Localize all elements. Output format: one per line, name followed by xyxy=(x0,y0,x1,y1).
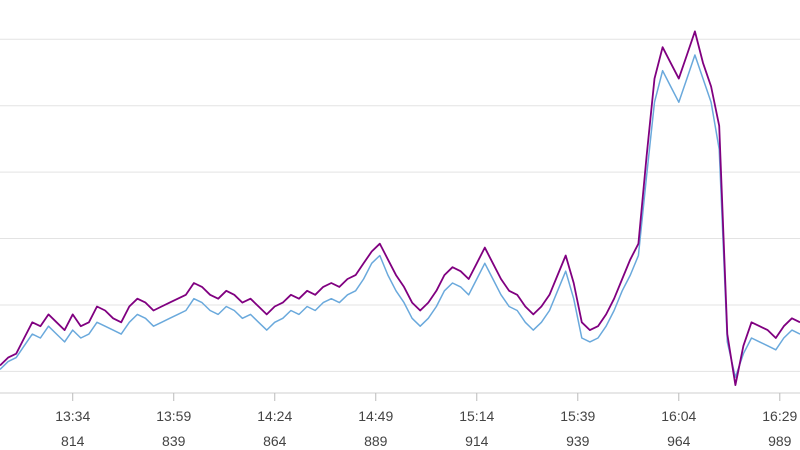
x-tick-time-label: 14:49 xyxy=(358,408,393,424)
series-lines xyxy=(0,30,800,387)
x-tick-time-label: 16:29 xyxy=(762,408,797,424)
x-tick-time-label: 16:04 xyxy=(661,408,696,424)
x-tick-number-label: 989 xyxy=(768,433,792,449)
x-tick-number-label: 839 xyxy=(162,433,186,449)
x-tick-number-label: 864 xyxy=(263,433,287,449)
gridlines xyxy=(0,38,800,372)
x-tick-time-label: 13:59 xyxy=(156,408,191,424)
x-tick-time-label: 13:34 xyxy=(55,408,90,424)
series-line-1 xyxy=(0,54,800,379)
x-tick-number-label: 964 xyxy=(667,433,691,449)
x-tick-number-label: 814 xyxy=(61,433,85,449)
x-tick-time-label: 15:39 xyxy=(560,408,595,424)
x-tick-number-label: 939 xyxy=(566,433,590,449)
x-axis-ticks: 13:34 814 13:59 839 14:24 864 14:49 889 15:14 914… xyxy=(55,393,798,449)
x-tick-number-label: 914 xyxy=(465,433,489,449)
x-tick-time-label: 15:14 xyxy=(459,408,494,424)
x-tick-number-label: 889 xyxy=(364,433,388,449)
x-tick-time-label: 14:24 xyxy=(257,408,292,424)
series-line-0 xyxy=(0,30,800,387)
